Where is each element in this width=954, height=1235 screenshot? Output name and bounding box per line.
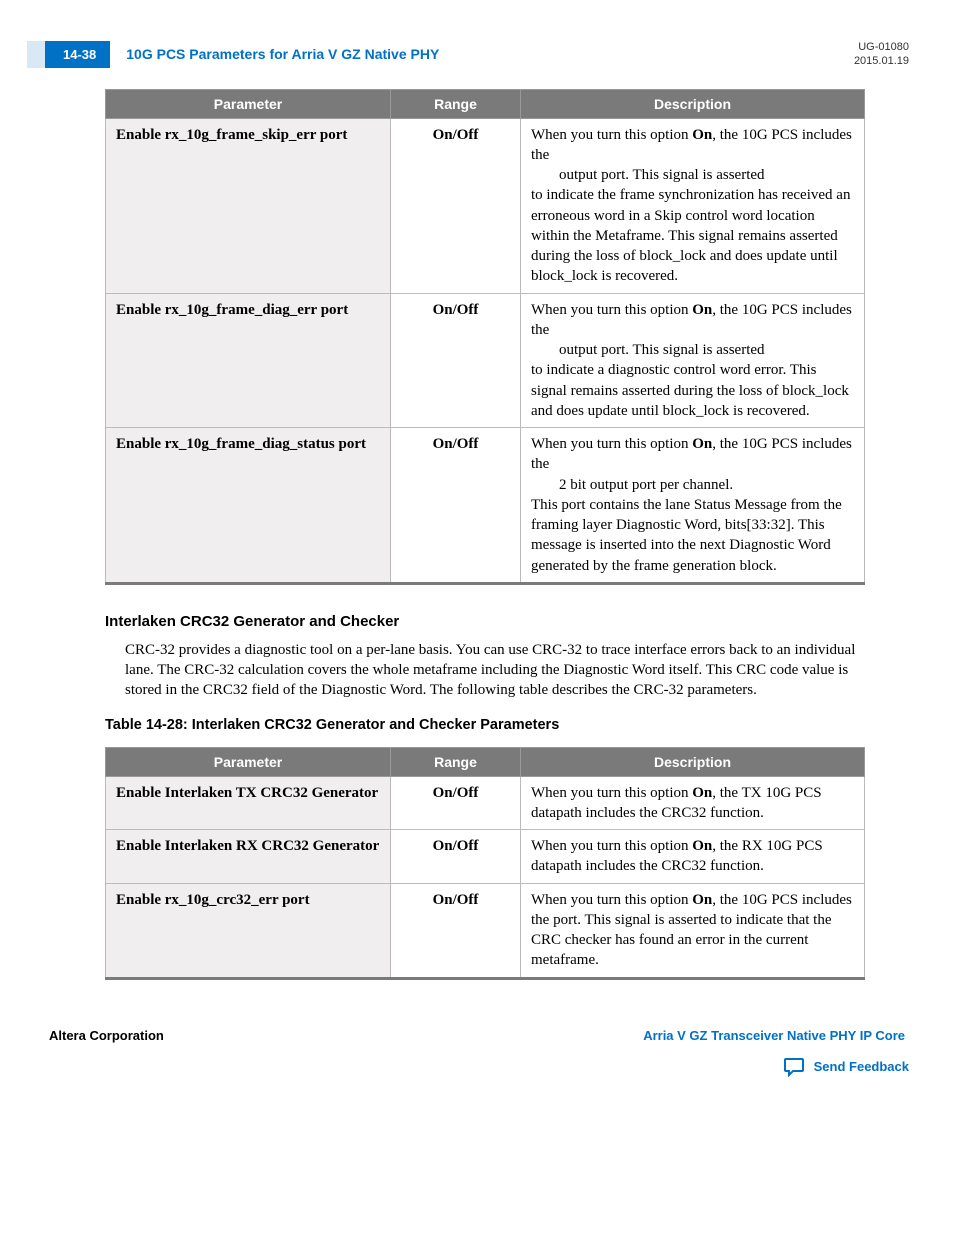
page-header: 14-38 10G PCS Parameters for Arria V GZ …: [45, 40, 909, 69]
col-header-description: Description: [521, 747, 865, 776]
table-row: Enable rx_10g_crc32_err port On/Off When…: [106, 883, 865, 978]
desc-bold: On: [692, 838, 712, 854]
table-caption-14-28: Table 14-28: Interlaken CRC32 Generator …: [105, 717, 909, 733]
range-cell: On/Off: [391, 883, 521, 978]
desc-bold: On: [692, 892, 712, 908]
desc-cell: When you turn this option On, the 10G PC…: [521, 883, 865, 978]
col-header-range: Range: [391, 747, 521, 776]
desc-cell: When you turn this option On, the TX 10G…: [521, 776, 865, 830]
table-header-row: Parameter Range Description: [106, 89, 865, 118]
table-header-row: Parameter Range Description: [106, 747, 865, 776]
doc-meta: UG-01080 2015.01.19: [854, 40, 909, 69]
desc-text: to indicate a diagnostic control word er…: [531, 362, 849, 419]
desc-text: When you turn this option: [531, 785, 692, 801]
param-cell: Enable rx_10g_crc32_err port: [106, 883, 391, 978]
desc-text: When you turn this option: [531, 436, 692, 452]
desc-indent: 2 bit output port per channel.: [531, 475, 854, 495]
param-cell: Enable rx_10g_frame_skip_err port: [106, 118, 391, 293]
desc-indent: output port. This signal is asserted: [531, 340, 854, 360]
desc-text: When you turn this option: [531, 892, 692, 908]
range-cell: On/Off: [391, 293, 521, 428]
desc-cell: When you turn this option On, the 10G PC…: [521, 428, 865, 584]
table-row: Enable Interlaken RX CRC32 Generator On/…: [106, 830, 865, 884]
param-cell: Enable rx_10g_frame_diag_err port: [106, 293, 391, 428]
parameters-table-1: Parameter Range Description Enable rx_10…: [105, 89, 865, 585]
col-header-description: Description: [521, 89, 865, 118]
desc-bold: On: [692, 127, 712, 143]
desc-bold: On: [692, 302, 712, 318]
range-cell: On/Off: [391, 830, 521, 884]
col-header-parameter: Parameter: [106, 89, 391, 118]
range-cell: On/Off: [391, 118, 521, 293]
desc-cell: When you turn this option On, the 10G PC…: [521, 293, 865, 428]
desc-text: This port contains the lane Status Messa…: [531, 497, 842, 574]
desc-text: When you turn this option: [531, 838, 692, 854]
desc-bold: On: [692, 785, 712, 801]
desc-bold: On: [692, 436, 712, 452]
desc-text: When you turn this option: [531, 302, 692, 318]
param-cell: Enable Interlaken RX CRC32 Generator: [106, 830, 391, 884]
range-cell: On/Off: [391, 428, 521, 584]
table-row: Enable rx_10g_frame_diag_err port On/Off…: [106, 293, 865, 428]
range-cell: On/Off: [391, 776, 521, 830]
desc-text: to indicate the frame synchronization ha…: [531, 187, 850, 284]
section-heading-crc32: Interlaken CRC32 Generator and Checker: [105, 613, 909, 630]
table-row: Enable rx_10g_frame_diag_status port On/…: [106, 428, 865, 584]
col-header-parameter: Parameter: [106, 747, 391, 776]
col-header-range: Range: [391, 89, 521, 118]
table-row: Enable rx_10g_frame_skip_err port On/Off…: [106, 118, 865, 293]
doc-id: UG-01080: [854, 40, 909, 54]
parameters-table-2: Parameter Range Description Enable Inter…: [105, 747, 865, 980]
page-title: 10G PCS Parameters for Arria V GZ Native…: [126, 46, 854, 62]
page-footer: Altera Corporation Arria V GZ Transceive…: [45, 1028, 909, 1043]
feedback-icon[interactable]: [784, 1057, 806, 1077]
table-row: Enable Interlaken TX CRC32 Generator On/…: [106, 776, 865, 830]
send-feedback-link[interactable]: Send Feedback: [814, 1059, 909, 1074]
param-cell: Enable rx_10g_frame_diag_status port: [106, 428, 391, 584]
desc-cell: When you turn this option On, the 10G PC…: [521, 118, 865, 293]
param-cell: Enable Interlaken TX CRC32 Generator: [106, 776, 391, 830]
section-paragraph: CRC-32 provides a diagnostic tool on a p…: [125, 640, 865, 701]
footer-company: Altera Corporation: [49, 1028, 164, 1043]
desc-cell: When you turn this option On, the RX 10G…: [521, 830, 865, 884]
desc-indent: output port. This signal is asserted: [531, 165, 854, 185]
doc-date: 2015.01.19: [854, 54, 909, 68]
feedback-row: Send Feedback: [45, 1057, 909, 1077]
page-number-tab: 14-38: [45, 41, 110, 68]
document-page: 14-38 10G PCS Parameters for Arria V GZ …: [0, 0, 954, 1107]
footer-doc-title[interactable]: Arria V GZ Transceiver Native PHY IP Cor…: [643, 1028, 905, 1043]
desc-text: When you turn this option: [531, 127, 692, 143]
